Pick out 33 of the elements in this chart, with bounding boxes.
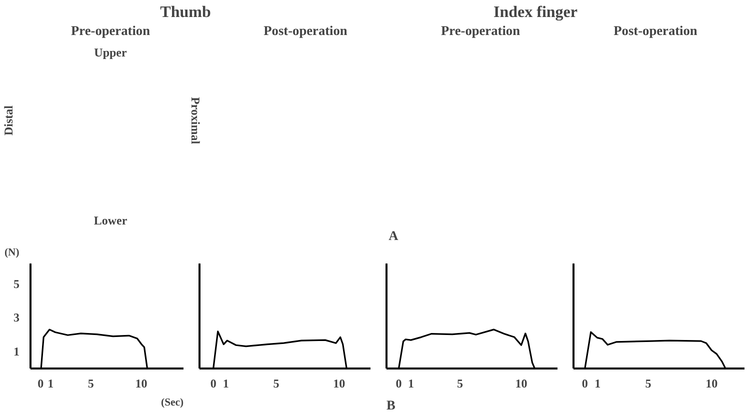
x-tick-label: 5 [273, 376, 280, 390]
y-tick-label: 3 [14, 310, 20, 325]
y-tick-label: 5 [14, 276, 20, 291]
x-tick-label: 0 [582, 376, 588, 390]
text: Proximal [188, 96, 202, 145]
text: A [388, 228, 399, 243]
text: Index finger [494, 4, 578, 21]
x-tick-label: 10 [333, 376, 346, 390]
x-tick-label: 5 [645, 376, 652, 390]
text: Post-operation [264, 23, 348, 38]
text: Pre-operation [441, 23, 521, 38]
x-axis-title: (Sec) [161, 398, 184, 408]
x-tick-label: 5 [88, 376, 94, 390]
x-tick-label: 1 [408, 376, 414, 390]
y-tick-label: 1 [14, 344, 20, 359]
x-tick-label: 1 [222, 376, 229, 390]
text: Distal [2, 104, 16, 136]
text: Thumb [160, 4, 211, 21]
x-tick-label: 10 [706, 376, 718, 390]
x-tick-label: 10 [135, 376, 148, 390]
text: Post-operation [614, 23, 698, 38]
x-tick-label: 5 [456, 376, 463, 390]
text: Lower [94, 214, 128, 228]
x-tick-label: 1 [594, 376, 601, 390]
text: B [386, 398, 396, 412]
text: Pre-operation [71, 23, 151, 38]
x-tick-label: 0 [210, 376, 216, 390]
text: Upper [94, 46, 128, 60]
y-axis-title: (N) [4, 248, 20, 258]
x-tick-label: 0 [38, 376, 44, 390]
x-tick-label: 0 [396, 376, 402, 390]
x-tick-label: 10 [515, 376, 528, 390]
x-tick-label: 1 [48, 376, 54, 390]
